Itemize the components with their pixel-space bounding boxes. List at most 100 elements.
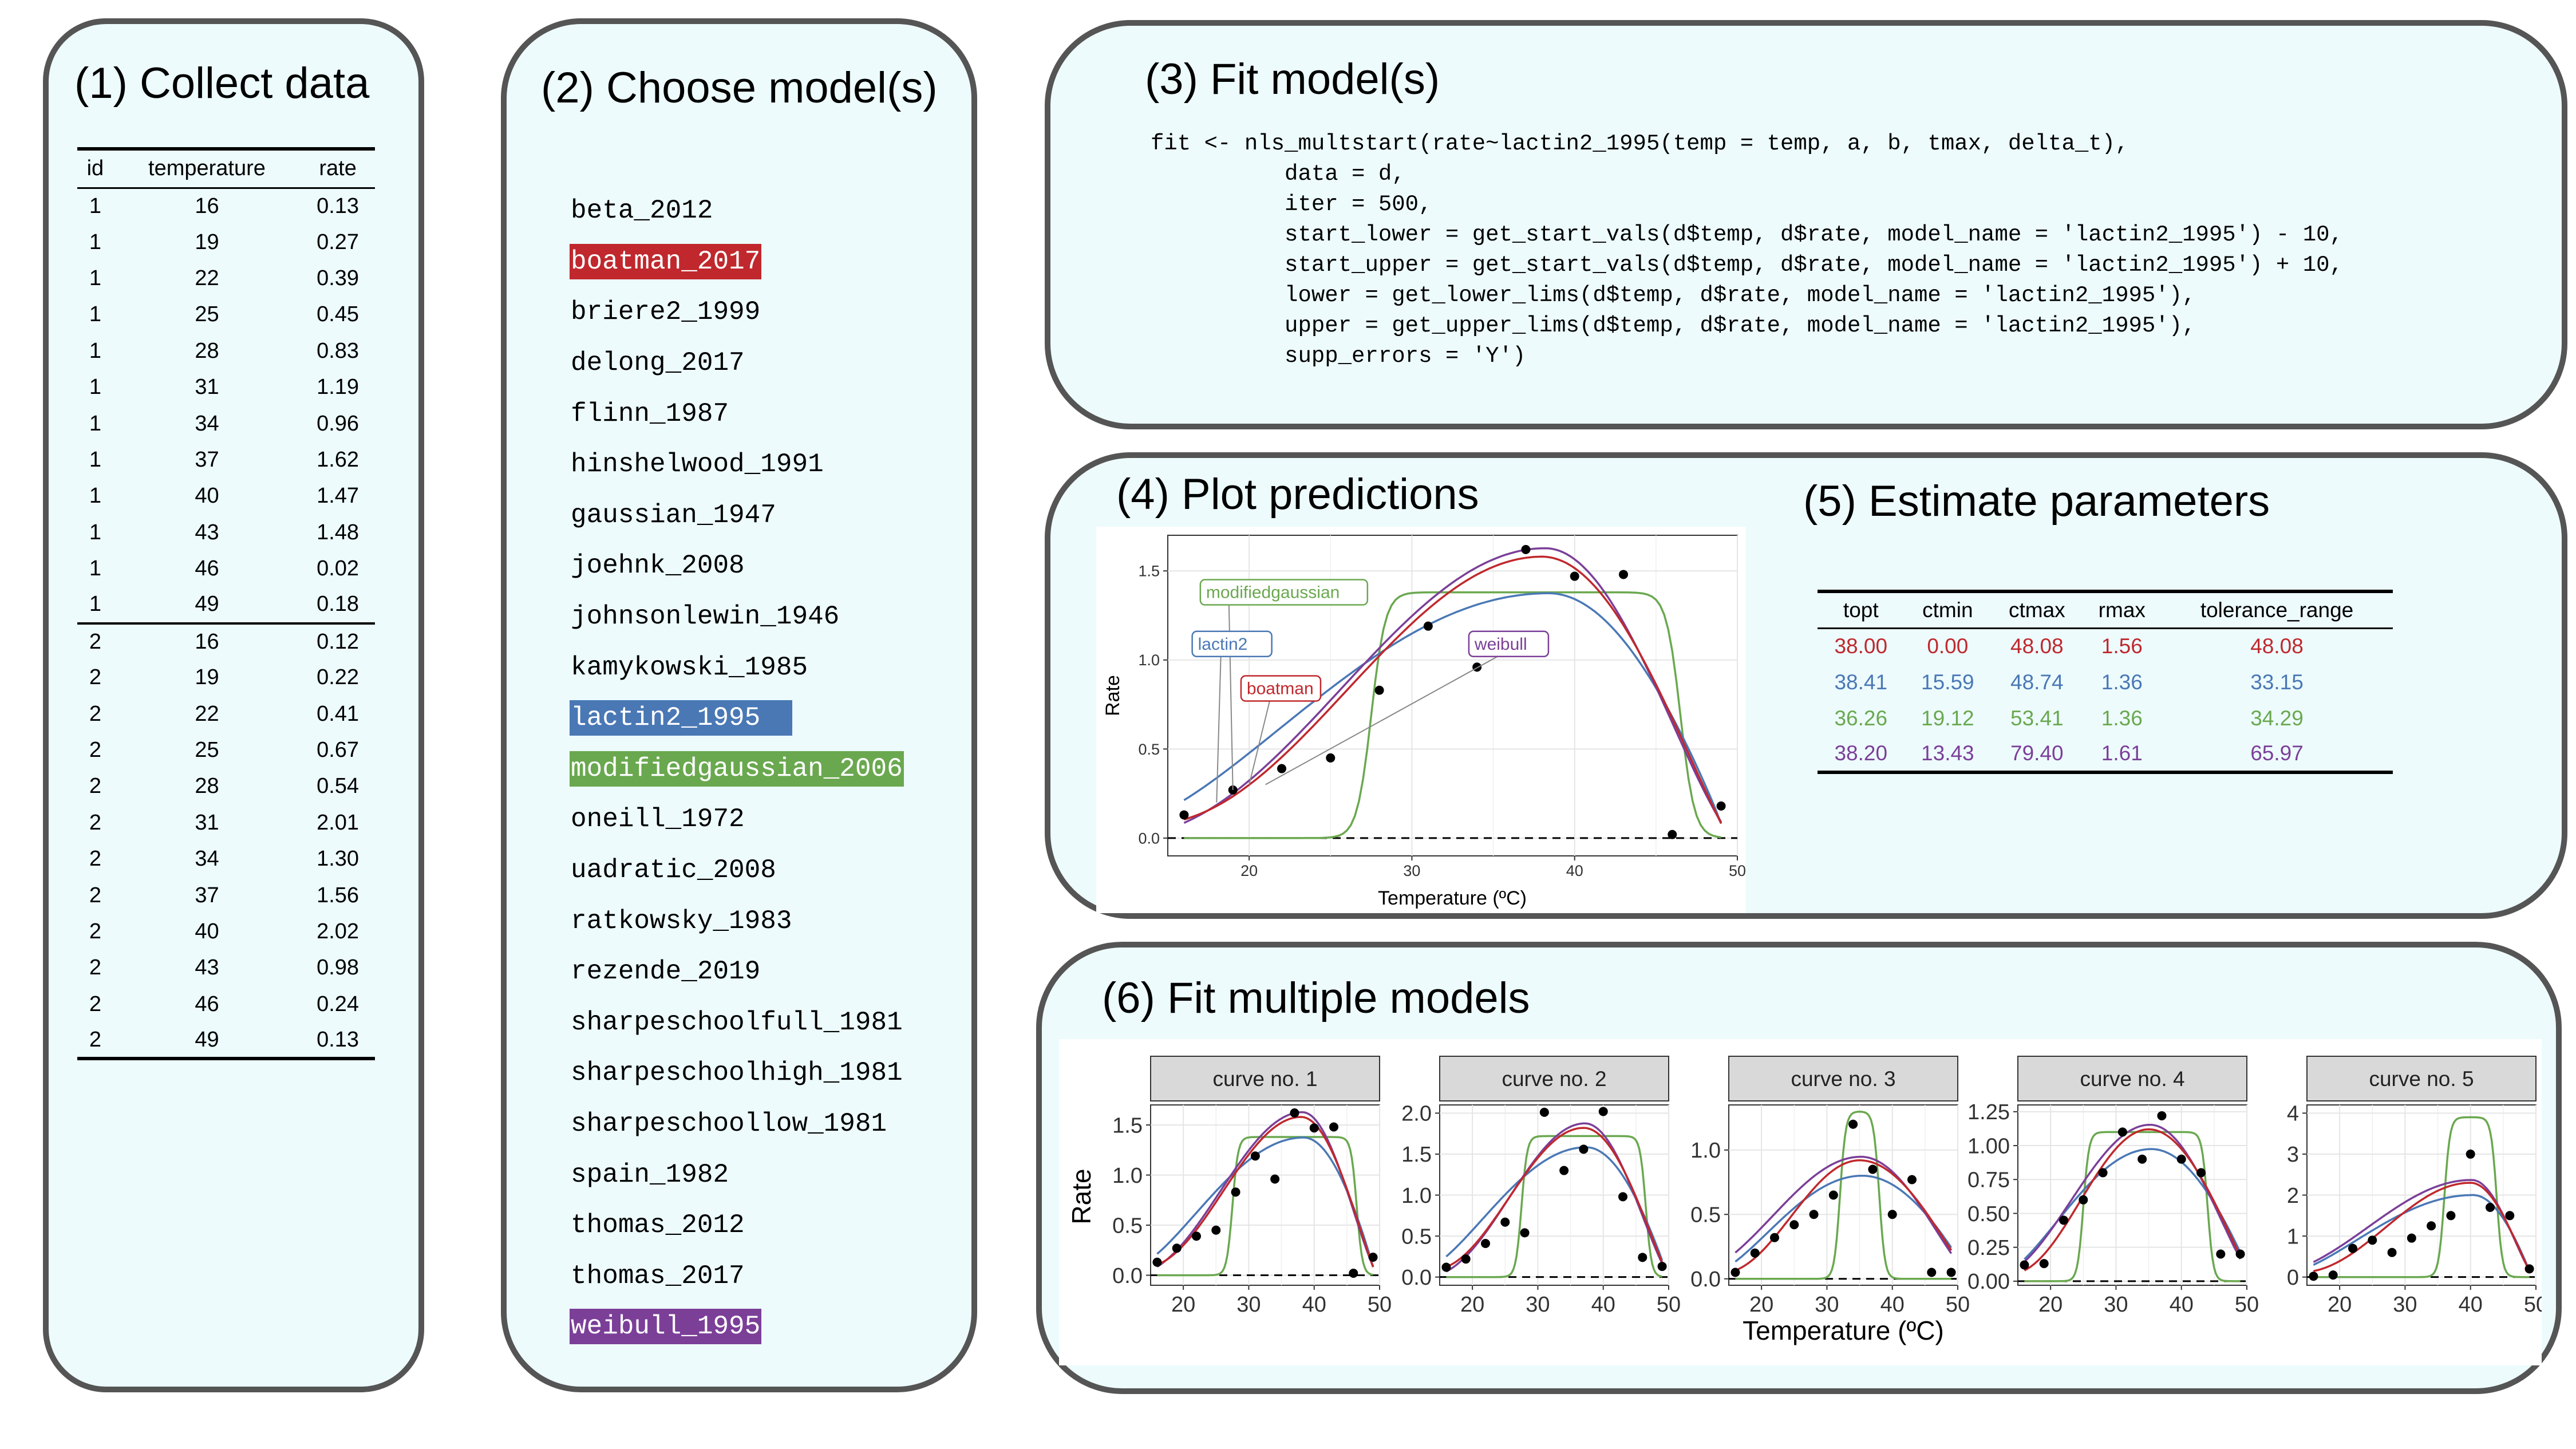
model-item: boatman_2017 [570, 236, 904, 287]
panel-title-plot: (4) Plot predictions [1116, 470, 1479, 519]
modifiedgaussian-curve [1446, 1135, 1662, 1278]
cell-rate: 0.45 [317, 302, 359, 327]
data-point [1559, 1166, 1569, 1175]
cell-id: 1 [89, 447, 101, 472]
cell-rate: 1.19 [317, 375, 359, 400]
y-tick-label: 0.25 [1967, 1236, 2010, 1260]
data-table-body: 1 16 0.13 1 19 0.27 1 22 0.39 1 25 0.45 1 28 0.83 1 31 1.… [77, 188, 375, 1059]
panel-fit-multiple-models: (6) Fit multiple models curve no. 1 20 30 4… [1036, 942, 2562, 1394]
lactin2-curve [1156, 1136, 1374, 1268]
data-point [2486, 1202, 2495, 1212]
y-tick-label: 0.5 [1138, 741, 1160, 758]
data-point [1668, 830, 1677, 839]
model-name: hinshelwood_1991 [571, 449, 824, 480]
y-tick-label: 1.0 [1690, 1139, 1721, 1163]
data-point [2098, 1168, 2108, 1178]
table-row: 2 28 0.54 [77, 768, 375, 804]
cell-id: 1 [89, 338, 101, 363]
cell-temperature: 43 [195, 520, 219, 544]
cell-temperature: 40 [195, 919, 219, 943]
prediction-chart: 20 30 40 50 0.0 0.5 1.0 1.5 modifiedgaussian lact… [1096, 527, 1746, 913]
model-name: flinn_1987 [571, 398, 729, 429]
facet-strip [2306, 1056, 2537, 1101]
code-line: fit <- nls_multstart(rate~lactin2_1995(t… [1151, 131, 2129, 156]
table-row: 2 43 0.98 [77, 950, 375, 986]
cell-rate: 1.47 [317, 484, 359, 508]
data-point [2368, 1235, 2377, 1245]
x-tick-label: 40 [2170, 1293, 2194, 1317]
cell-rmax: 1.61 [2101, 741, 2143, 765]
plot-panel: 20 30 40 50 0.0 0.5 1.0 1.5 [1112, 1104, 1392, 1317]
lactin2-curve [1735, 1174, 1953, 1263]
data-point [1277, 764, 1286, 773]
cell-temperature: 37 [195, 447, 219, 472]
x-tick-label: 20 [1460, 1293, 1484, 1317]
table-row: 36.26 19.12 53.41 1.36 34.29 [1818, 700, 2393, 736]
plot-panel: 20 30 40 50 0.00 0.25 0.50 0.75 1.00 1.25 [1967, 1100, 2259, 1317]
cell-id: 1 [89, 375, 101, 400]
code-line: data = d, [1151, 161, 1405, 187]
facet-strip-label: curve no. 4 [2080, 1067, 2184, 1091]
data-point [2157, 1111, 2167, 1120]
cell-temperature: 34 [195, 411, 219, 436]
column-header-rate: rate [319, 156, 357, 181]
y-tick-label: 0.5 [1690, 1203, 1721, 1227]
y-tick-label: 3 [2287, 1143, 2299, 1167]
cell-ctmax: 53.41 [2010, 706, 2064, 730]
cell-id: 2 [89, 629, 101, 654]
model-item: uadratic_2008 [570, 845, 904, 896]
model-name: gaussian_1947 [571, 500, 776, 530]
cell-rate: 1.30 [317, 847, 359, 871]
data-point [1192, 1231, 1201, 1241]
model-item: sharpeschoollow_1981 [570, 1099, 904, 1150]
cell-id: 2 [89, 956, 101, 980]
x-axis-label: Temperature (ºC) [1378, 887, 1527, 909]
cell-temperature: 25 [195, 302, 219, 327]
table-row: 1 37 1.62 [77, 442, 375, 478]
model-name: kamykowski_1985 [571, 652, 808, 682]
cell-temperature: 25 [195, 738, 219, 763]
cell-ctmax: 79.40 [2010, 741, 2064, 765]
x-tick-label: 50 [1946, 1293, 1970, 1317]
cell-rate: 2.01 [317, 810, 359, 835]
table-row: 2 22 0.41 [77, 696, 375, 732]
cell-id: 1 [89, 556, 101, 581]
model-item: thomas_2017 [570, 1250, 904, 1301]
y-tick-label: 1.0 [1138, 652, 1160, 669]
column-header-temperature: temperature [148, 156, 266, 181]
data-point [2309, 1272, 2318, 1281]
cell-id: 1 [89, 411, 101, 436]
table-row: 1 49 0.18 [77, 587, 375, 623]
cell-ctmin: 0.00 [1927, 634, 1969, 658]
data-point [2348, 1243, 2357, 1253]
data-point [1228, 785, 1238, 795]
plot-panel: 20 30 40 50 0.0 0.5 1.0 1.5 2.0 [1401, 1102, 1681, 1317]
cell-tolerance_range: 33.15 [2250, 670, 2304, 694]
data-point [1638, 1253, 1647, 1262]
cell-rate: 1.56 [317, 883, 359, 907]
data-point [1848, 1119, 1858, 1129]
model-item: flinn_1987 [570, 388, 904, 439]
model-item: kamykowski_1985 [570, 642, 904, 693]
cell-rate: 0.24 [317, 992, 359, 1016]
data-point [1946, 1268, 1956, 1277]
cell-temperature: 43 [195, 956, 219, 980]
boatman-curve [1183, 555, 1722, 824]
label-leader [1216, 656, 1222, 803]
data-point [1179, 810, 1189, 820]
table-row: 2 49 0.13 [77, 1022, 375, 1059]
data-point [1907, 1175, 1917, 1185]
data-point [2176, 1154, 2186, 1164]
column-header-rmax: rmax [2098, 598, 2146, 622]
modifiedgaussian-curve [1735, 1111, 1951, 1280]
x-tick-label: 40 [1880, 1293, 1905, 1317]
cell-ctmin: 13.43 [1921, 741, 1974, 765]
model-name: spain_1982 [571, 1159, 729, 1190]
model-name: sharpeschoollow_1981 [571, 1108, 887, 1139]
code-line: start_upper = get_start_vals(d$temp, d$r… [1151, 252, 2343, 278]
cell-id: 1 [89, 194, 101, 218]
weibull-curve [2313, 1179, 2531, 1271]
cell-rate: 0.13 [317, 1027, 359, 1052]
cell-temperature: 31 [195, 375, 219, 400]
